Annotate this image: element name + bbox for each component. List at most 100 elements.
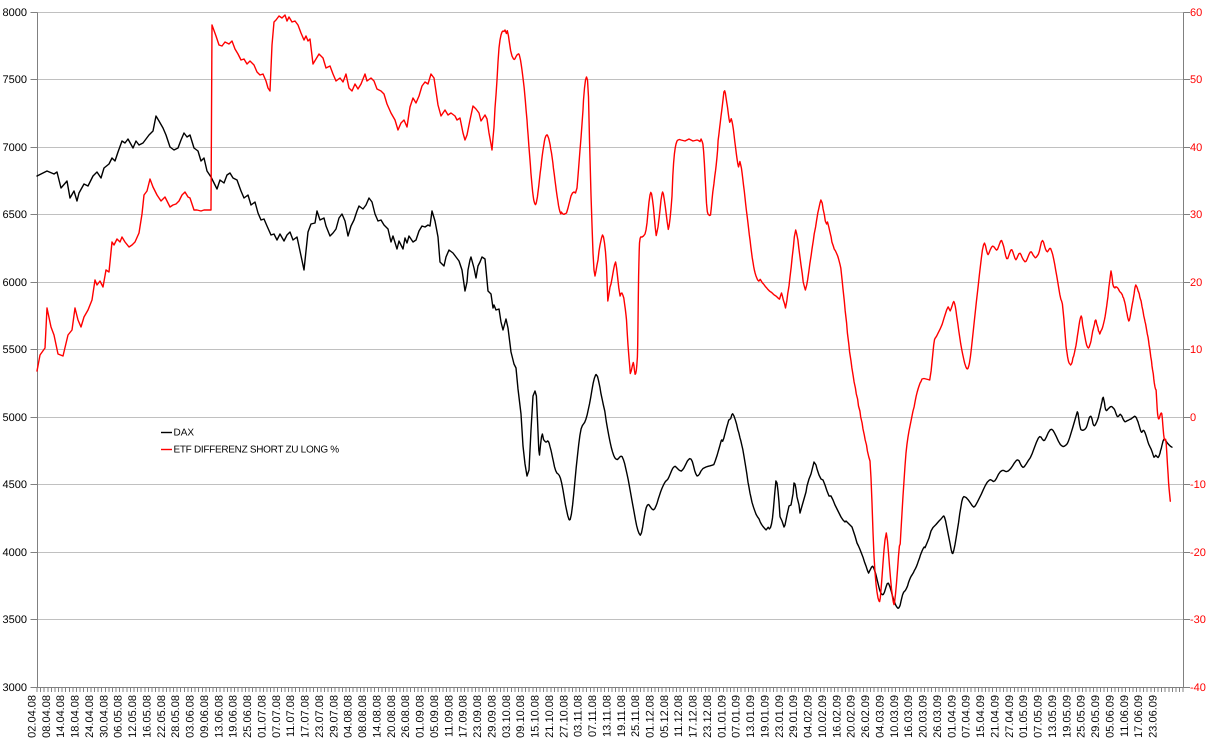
svg-text:17.07.08: 17.07.08 bbox=[300, 695, 312, 738]
svg-text:15.04.09: 15.04.09 bbox=[975, 695, 987, 738]
svg-text:8000: 8000 bbox=[3, 7, 27, 19]
svg-text:-30: -30 bbox=[1190, 614, 1206, 626]
svg-text:6500: 6500 bbox=[3, 209, 27, 221]
svg-text:01.12.08: 01.12.08 bbox=[645, 695, 657, 738]
svg-text:21.10.08: 21.10.08 bbox=[544, 695, 556, 738]
svg-text:10: 10 bbox=[1190, 344, 1202, 356]
svg-text:5500: 5500 bbox=[3, 344, 27, 356]
svg-text:16.05.08: 16.05.08 bbox=[142, 695, 154, 738]
svg-text:20: 20 bbox=[1190, 277, 1202, 289]
svg-text:14.04.08: 14.04.08 bbox=[55, 695, 67, 738]
svg-text:21.04.09: 21.04.09 bbox=[989, 695, 1001, 738]
svg-text:23.09.08: 23.09.08 bbox=[472, 695, 484, 738]
svg-text:11.07.08: 11.07.08 bbox=[285, 695, 297, 737]
svg-text:10.02.09: 10.02.09 bbox=[817, 695, 829, 738]
svg-text:29.07.08: 29.07.08 bbox=[328, 695, 340, 738]
svg-text:3000: 3000 bbox=[3, 682, 27, 694]
svg-text:05.06.09: 05.06.09 bbox=[1104, 695, 1116, 738]
svg-text:09.06.08: 09.06.08 bbox=[199, 695, 211, 738]
svg-text:19.05.09: 19.05.09 bbox=[1061, 695, 1073, 738]
svg-text:07.04.09: 07.04.09 bbox=[961, 695, 973, 738]
svg-text:04.03.09: 04.03.09 bbox=[874, 695, 886, 738]
svg-text:27.04.09: 27.04.09 bbox=[1004, 695, 1016, 738]
svg-text:05.09.08: 05.09.08 bbox=[429, 695, 441, 738]
svg-text:4500: 4500 bbox=[3, 479, 27, 491]
svg-text:16.03.09: 16.03.09 bbox=[903, 695, 915, 738]
svg-text:13.06.08: 13.06.08 bbox=[213, 695, 225, 738]
svg-text:50: 50 bbox=[1190, 74, 1202, 86]
svg-text:06.05.08: 06.05.08 bbox=[113, 695, 125, 738]
svg-text:26.03.09: 26.03.09 bbox=[932, 695, 944, 738]
svg-text:04.02.09: 04.02.09 bbox=[803, 695, 815, 738]
svg-text:0: 0 bbox=[1190, 412, 1196, 424]
svg-text:03.06.08: 03.06.08 bbox=[185, 695, 197, 738]
svg-text:17.12.08: 17.12.08 bbox=[688, 695, 700, 738]
svg-text:01.04.09: 01.04.09 bbox=[946, 695, 958, 738]
svg-text:40: 40 bbox=[1190, 142, 1202, 154]
svg-text:13.01.09: 13.01.09 bbox=[745, 695, 757, 738]
svg-text:DAX: DAX bbox=[174, 428, 195, 439]
svg-text:23.12.08: 23.12.08 bbox=[702, 695, 714, 738]
svg-text:6000: 6000 bbox=[3, 277, 27, 289]
svg-text:23.07.08: 23.07.08 bbox=[314, 695, 326, 738]
svg-text:01.09.08: 01.09.08 bbox=[415, 695, 427, 738]
svg-text:29.09.08: 29.09.08 bbox=[486, 695, 498, 738]
svg-text:60: 60 bbox=[1190, 7, 1202, 19]
svg-text:02.04.08: 02.04.08 bbox=[27, 695, 39, 738]
svg-text:25.06.08: 25.06.08 bbox=[242, 695, 254, 738]
svg-text:14.08.08: 14.08.08 bbox=[371, 695, 383, 738]
svg-text:29.01.09: 29.01.09 bbox=[788, 695, 800, 738]
svg-text:03.11.08: 03.11.08 bbox=[573, 695, 585, 737]
svg-text:08.04.08: 08.04.08 bbox=[41, 695, 53, 738]
svg-text:5000: 5000 bbox=[3, 412, 27, 424]
svg-text:28.05.08: 28.05.08 bbox=[170, 695, 182, 738]
svg-text:07.01.09: 07.01.09 bbox=[731, 695, 743, 738]
svg-text:09.10.08: 09.10.08 bbox=[515, 695, 527, 738]
svg-text:07.05.09: 07.05.09 bbox=[1033, 695, 1045, 738]
svg-text:11.06.09: 11.06.09 bbox=[1119, 695, 1131, 737]
svg-text:17.06.09: 17.06.09 bbox=[1133, 695, 1145, 738]
svg-text:27.10.08: 27.10.08 bbox=[558, 695, 570, 738]
svg-text:25.05.09: 25.05.09 bbox=[1076, 695, 1088, 738]
svg-text:20.08.08: 20.08.08 bbox=[386, 695, 398, 738]
svg-text:26.02.09: 26.02.09 bbox=[860, 695, 872, 738]
svg-text:07.07.08: 07.07.08 bbox=[271, 695, 283, 738]
svg-text:04.08.08: 04.08.08 bbox=[343, 695, 355, 738]
svg-text:05.12.08: 05.12.08 bbox=[659, 695, 671, 738]
svg-text:01.01.09: 01.01.09 bbox=[716, 695, 728, 738]
svg-text:-40: -40 bbox=[1190, 682, 1206, 694]
svg-text:25.11.08: 25.11.08 bbox=[630, 695, 642, 737]
svg-text:13.05.09: 13.05.09 bbox=[1047, 695, 1059, 738]
svg-text:3500: 3500 bbox=[3, 614, 27, 626]
svg-text:07.11.08: 07.11.08 bbox=[587, 695, 599, 737]
svg-text:08.08.08: 08.08.08 bbox=[357, 695, 369, 738]
svg-text:13.11.08: 13.11.08 bbox=[601, 695, 613, 737]
svg-text:01.05.09: 01.05.09 bbox=[1018, 695, 1030, 738]
svg-text:7000: 7000 bbox=[3, 142, 27, 154]
svg-text:30.04.08: 30.04.08 bbox=[98, 695, 110, 738]
svg-text:03.10.08: 03.10.08 bbox=[501, 695, 513, 738]
svg-text:30: 30 bbox=[1190, 209, 1202, 221]
svg-text:-10: -10 bbox=[1190, 479, 1206, 491]
svg-text:11.12.08: 11.12.08 bbox=[673, 695, 685, 737]
svg-text:20.03.09: 20.03.09 bbox=[918, 695, 930, 738]
svg-text:ETF DIFFERENZ SHORT ZU LONG %: ETF DIFFERENZ SHORT ZU LONG % bbox=[174, 445, 340, 456]
svg-text:29.05.09: 29.05.09 bbox=[1090, 695, 1102, 738]
svg-text:26.08.08: 26.08.08 bbox=[400, 695, 412, 738]
svg-text:10.03.09: 10.03.09 bbox=[889, 695, 901, 738]
svg-text:12.05.08: 12.05.08 bbox=[127, 695, 139, 738]
svg-text:7500: 7500 bbox=[3, 74, 27, 86]
svg-text:4000: 4000 bbox=[3, 547, 27, 559]
svg-text:16.02.09: 16.02.09 bbox=[831, 695, 843, 738]
svg-text:-20: -20 bbox=[1190, 547, 1206, 559]
svg-text:22.05.08: 22.05.08 bbox=[156, 695, 168, 738]
svg-text:20.02.09: 20.02.09 bbox=[846, 695, 858, 738]
svg-text:17.09.08: 17.09.08 bbox=[458, 695, 470, 738]
svg-text:18.04.08: 18.04.08 bbox=[70, 695, 82, 738]
svg-text:11.09.08: 11.09.08 bbox=[443, 695, 455, 737]
svg-text:19.01.09: 19.01.09 bbox=[760, 695, 772, 738]
svg-text:19.11.08: 19.11.08 bbox=[616, 695, 628, 737]
svg-text:15.10.08: 15.10.08 bbox=[530, 695, 542, 738]
svg-text:23.06.09: 23.06.09 bbox=[1148, 695, 1160, 738]
svg-text:19.06.08: 19.06.08 bbox=[228, 695, 240, 738]
